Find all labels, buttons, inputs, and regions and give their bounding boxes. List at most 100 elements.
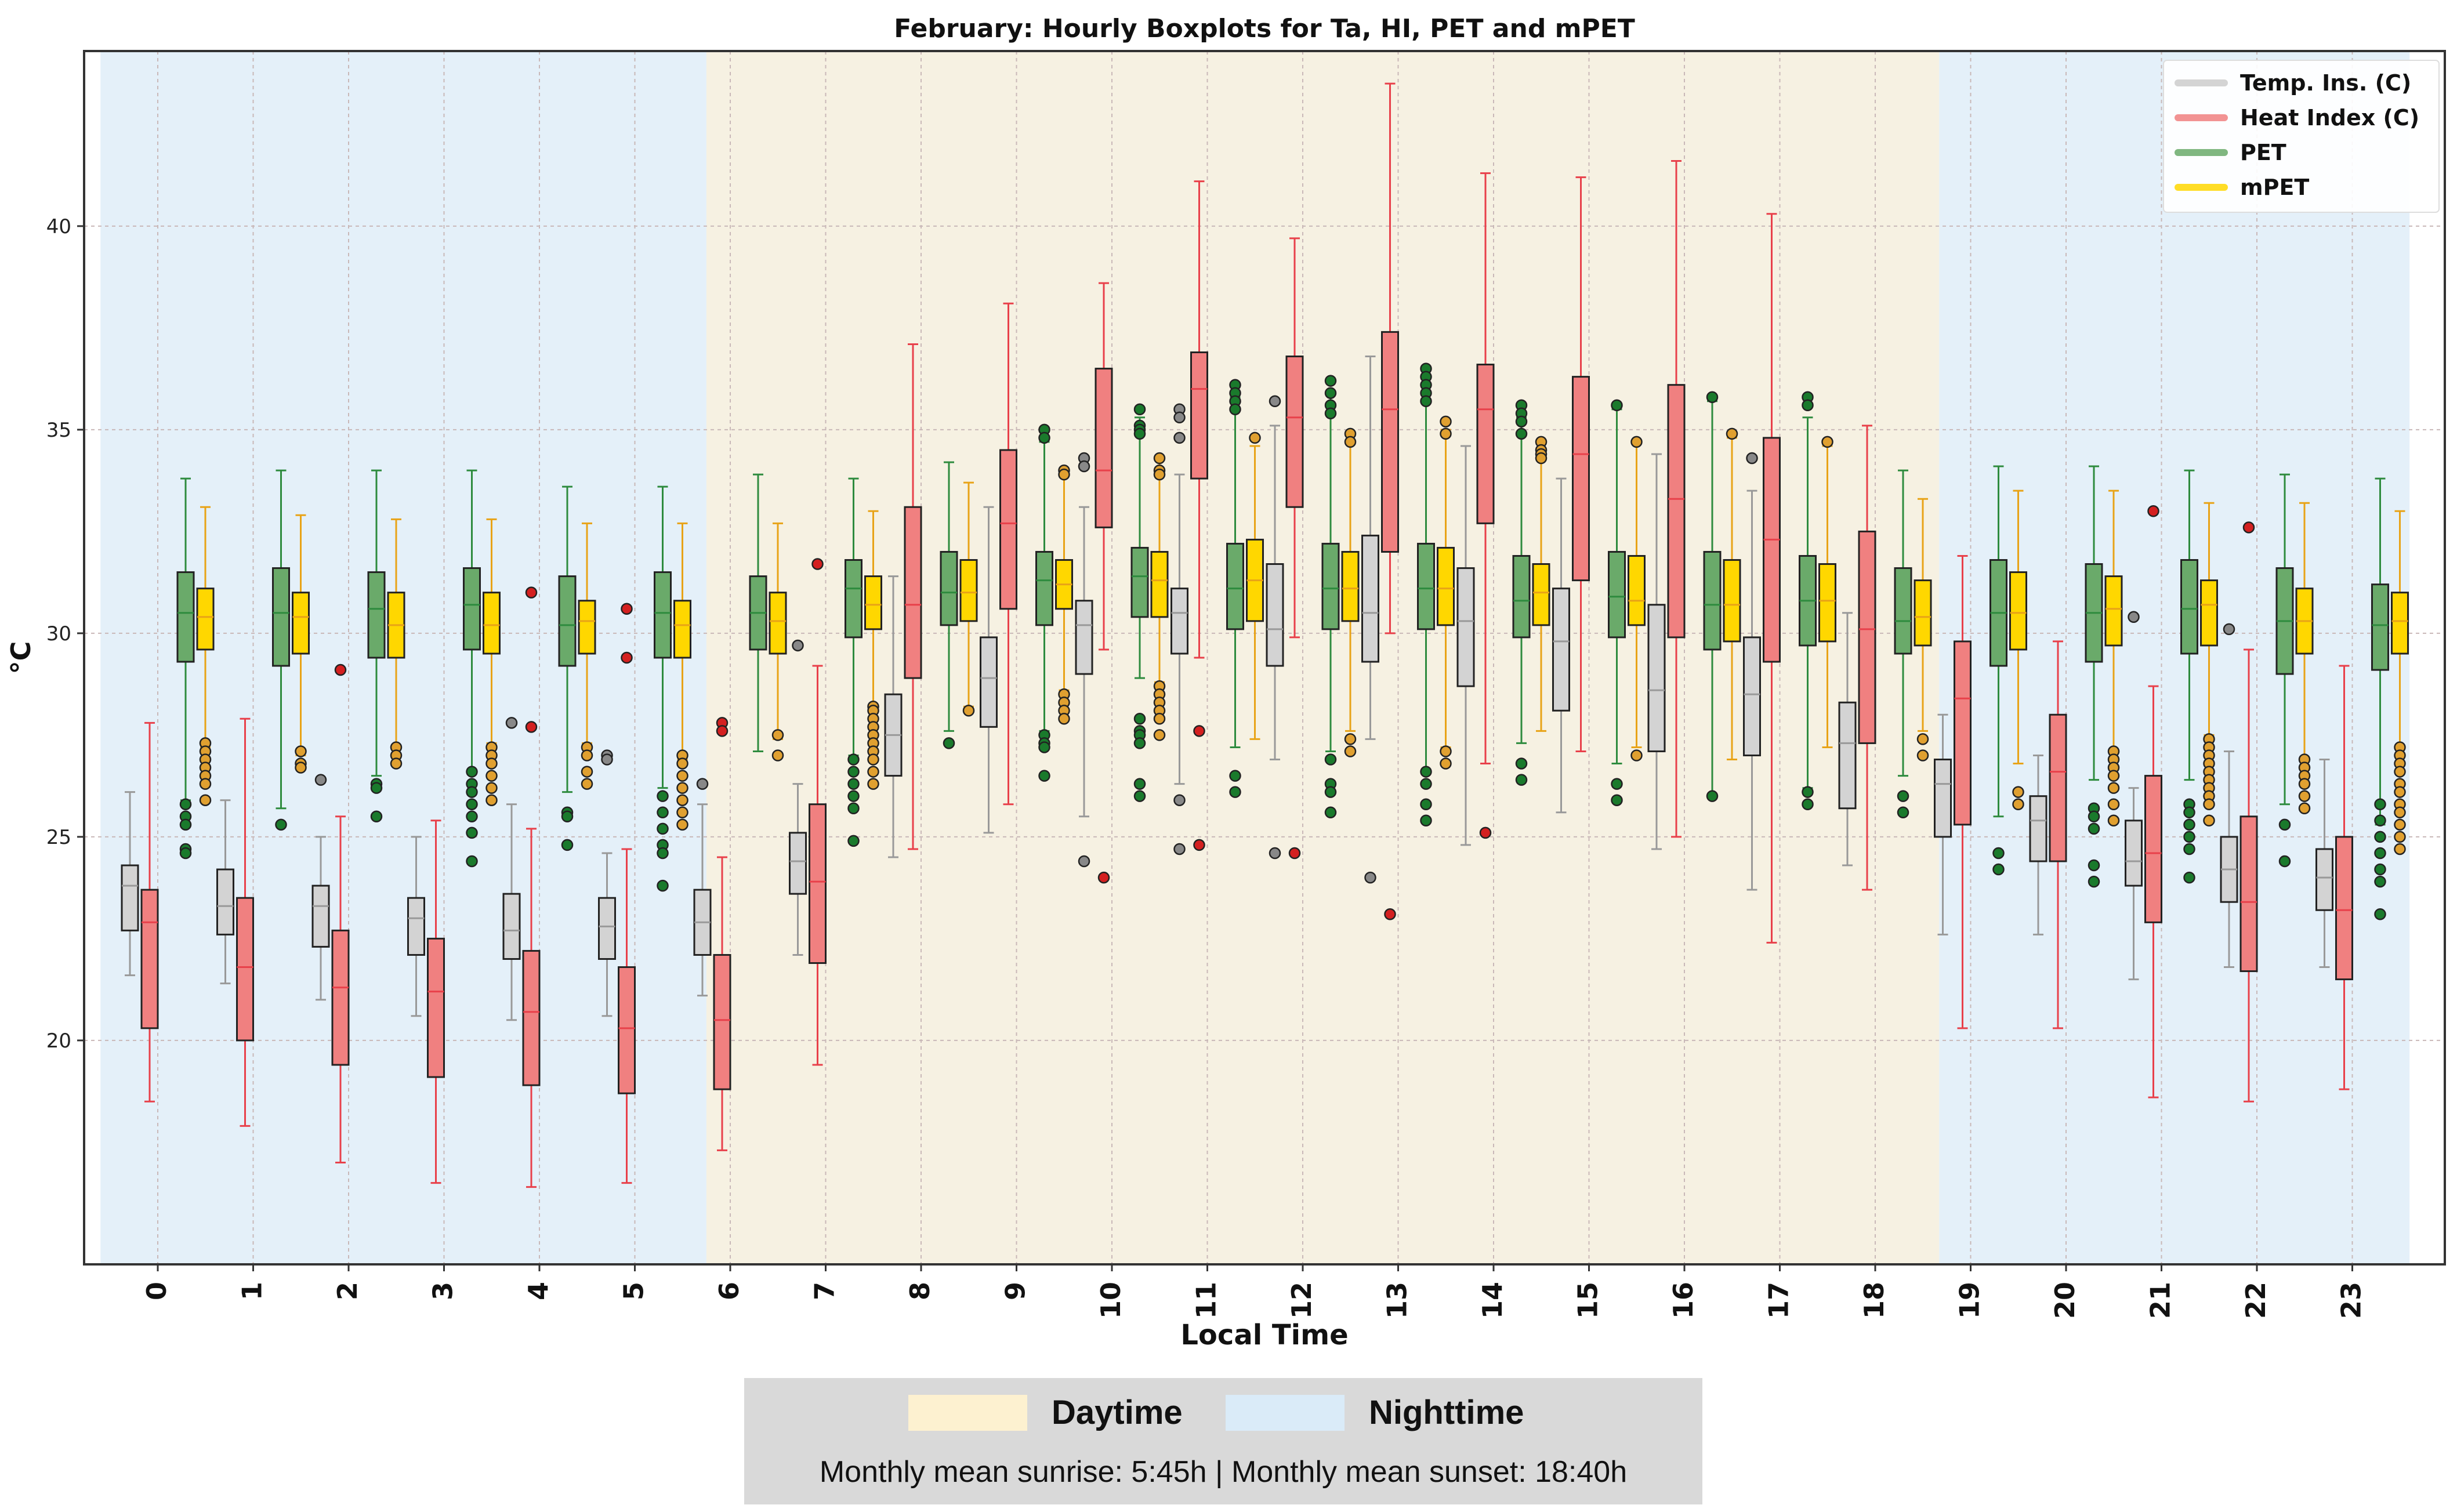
box bbox=[2391, 592, 2409, 655]
outlier-point bbox=[2203, 798, 2215, 810]
outlier-point bbox=[657, 806, 669, 819]
outlier-point bbox=[1420, 814, 1432, 827]
outlier-point bbox=[1133, 403, 1146, 416]
outlier-point bbox=[295, 745, 307, 757]
outlier-point bbox=[275, 818, 287, 831]
outlier-point bbox=[1611, 778, 1623, 790]
outlier-point bbox=[676, 806, 688, 819]
outlier-point bbox=[334, 663, 347, 676]
outlier-point bbox=[1420, 395, 1432, 407]
x-tick-label: 6 bbox=[713, 1282, 745, 1300]
outlier-point bbox=[2298, 802, 2311, 814]
box bbox=[1266, 563, 1284, 667]
outlier-point bbox=[1897, 806, 1909, 819]
chart-legend: Temp. Ins. (C) Heat Index (C) PET mPET bbox=[2163, 60, 2440, 213]
outlier-point bbox=[1611, 794, 1623, 806]
outlier-point bbox=[485, 782, 498, 794]
box bbox=[272, 567, 290, 667]
box bbox=[2335, 836, 2353, 981]
outlier-point bbox=[2183, 818, 2195, 831]
outlier-point bbox=[1440, 427, 1452, 440]
outlier-point bbox=[1193, 839, 1205, 851]
outlier-point bbox=[601, 753, 613, 766]
outlier-point bbox=[1269, 395, 1281, 407]
outlier-point bbox=[466, 826, 478, 839]
outlier-point bbox=[1038, 741, 1050, 753]
box bbox=[1532, 563, 1550, 626]
outlier-point bbox=[676, 757, 688, 770]
box bbox=[502, 893, 521, 960]
legend-frame bbox=[2163, 60, 2440, 213]
box bbox=[483, 592, 501, 655]
outlier-point bbox=[1420, 798, 1432, 810]
plot-frame bbox=[83, 50, 2446, 1266]
box bbox=[789, 832, 807, 895]
box bbox=[427, 937, 445, 1078]
outlier-point bbox=[581, 749, 593, 762]
x-tick-label: 23 bbox=[2336, 1282, 2367, 1319]
outlier-point bbox=[962, 705, 975, 717]
outlier-point bbox=[2394, 786, 2406, 798]
legend-label: Heat Index (C) bbox=[2240, 105, 2419, 130]
outlier-point bbox=[1706, 790, 1719, 802]
outlier-point bbox=[2088, 859, 2100, 872]
outlier-point bbox=[466, 766, 478, 778]
box bbox=[1361, 534, 1379, 663]
box bbox=[2125, 820, 2143, 887]
x-tick-label: 7 bbox=[809, 1282, 840, 1300]
outlier-point bbox=[2107, 770, 2120, 782]
outlier-point bbox=[2394, 806, 2406, 819]
outlier-point bbox=[676, 818, 688, 831]
outlier-point bbox=[2223, 623, 2235, 636]
box bbox=[1934, 759, 1952, 838]
box bbox=[1858, 530, 1876, 744]
box bbox=[1647, 604, 1666, 752]
outlier-point bbox=[657, 847, 669, 860]
box bbox=[2049, 713, 2067, 862]
outlier-point bbox=[2107, 782, 2120, 794]
x-tick-label: 5 bbox=[618, 1282, 650, 1300]
outlier-point bbox=[295, 762, 307, 774]
box bbox=[558, 575, 577, 667]
outlier-point bbox=[1344, 733, 1357, 745]
outlier-point bbox=[1420, 778, 1432, 790]
daytime-label: Daytime bbox=[1052, 1394, 1183, 1431]
outlier-point bbox=[370, 782, 383, 794]
x-tick-label: 13 bbox=[1382, 1282, 1413, 1319]
outlier-point bbox=[2242, 521, 2255, 534]
outlier-point bbox=[1133, 427, 1146, 440]
box bbox=[1552, 588, 1570, 712]
outlier-point bbox=[1344, 745, 1357, 757]
x-tick-label: 18 bbox=[1858, 1282, 1890, 1319]
outlier-point bbox=[2088, 822, 2100, 835]
outlier-point bbox=[1153, 468, 1166, 481]
box bbox=[140, 889, 159, 1029]
x-tick-label: 17 bbox=[1763, 1282, 1795, 1319]
box bbox=[654, 571, 672, 659]
box bbox=[1095, 368, 1113, 528]
outlier-point bbox=[1515, 427, 1528, 440]
box bbox=[673, 600, 691, 659]
box bbox=[769, 592, 787, 655]
box bbox=[2239, 815, 2258, 973]
outlier-point bbox=[1440, 415, 1452, 428]
outlier-point bbox=[561, 810, 574, 823]
outlier-point bbox=[485, 770, 498, 782]
outlier-point bbox=[2183, 806, 2195, 819]
outlier-point bbox=[676, 794, 688, 806]
box bbox=[1075, 600, 1093, 675]
outlier-point bbox=[2012, 798, 2024, 810]
x-tick-label: 14 bbox=[1477, 1282, 1508, 1319]
outlier-point bbox=[2147, 505, 2159, 517]
outlier-point bbox=[390, 757, 403, 770]
box bbox=[1723, 559, 1741, 643]
outlier-point bbox=[2278, 855, 2291, 868]
box bbox=[1818, 563, 1836, 643]
x-tick-label: 1 bbox=[237, 1282, 268, 1300]
outlier-point bbox=[1229, 403, 1241, 416]
x-tick-label: 12 bbox=[1286, 1282, 1317, 1319]
box bbox=[578, 600, 596, 655]
outlier-point bbox=[466, 798, 478, 810]
box bbox=[2029, 795, 2048, 862]
